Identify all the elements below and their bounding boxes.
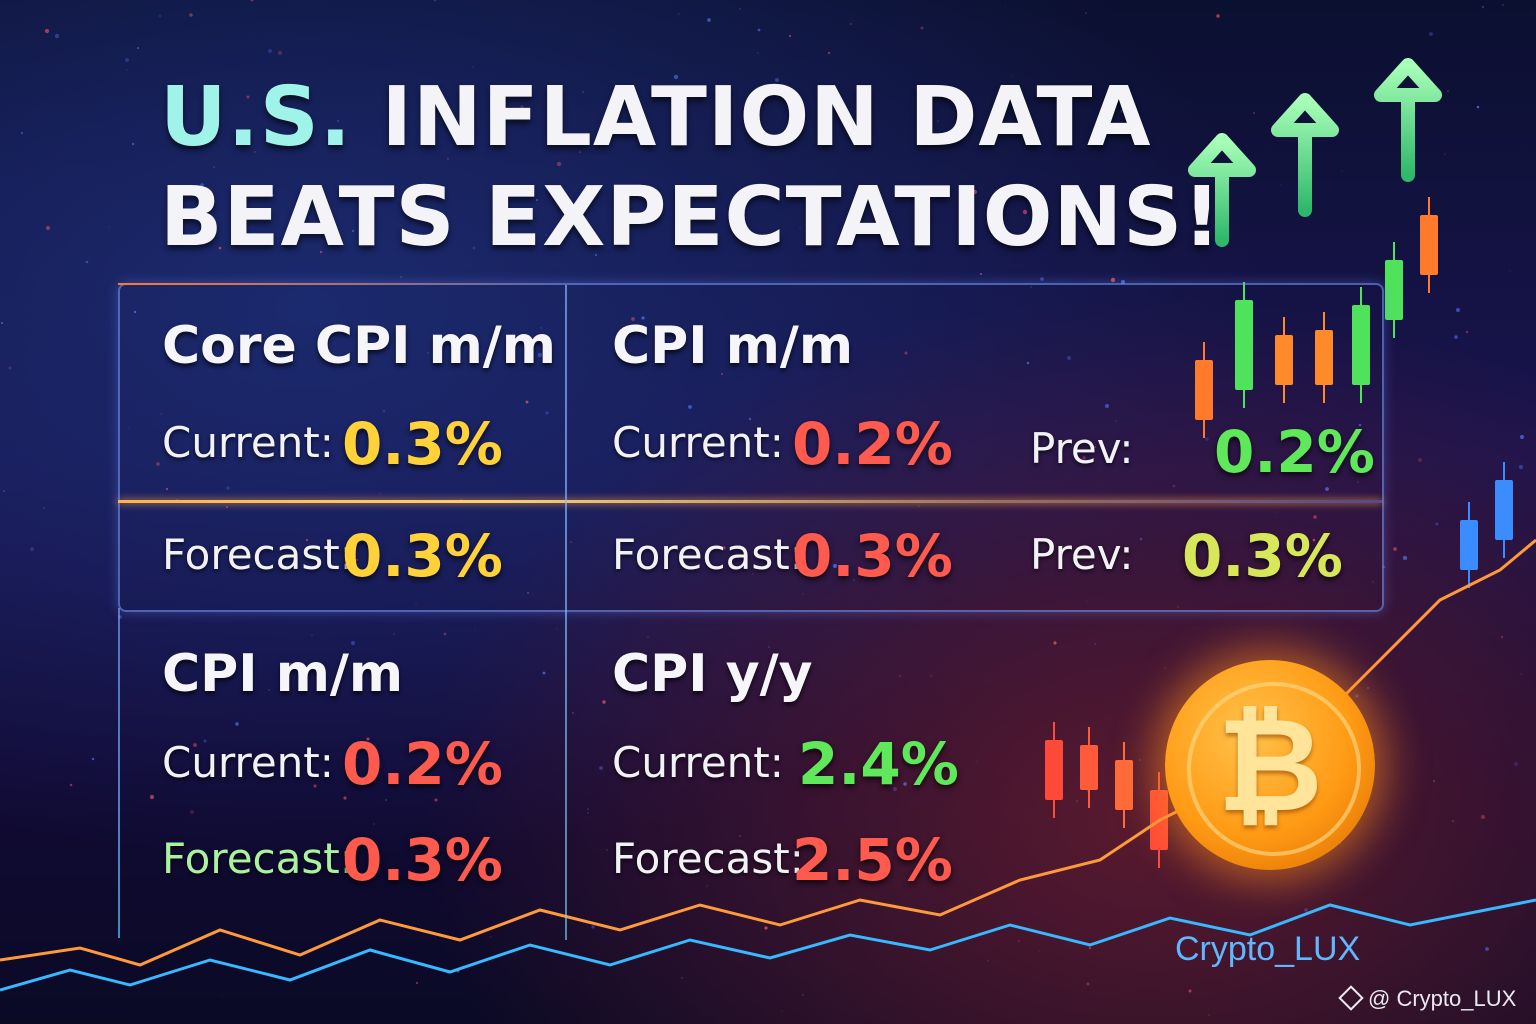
core-cpi-current-value: 0.3% (342, 410, 503, 478)
cpi-mm-prev-value-1: 0.2% (1214, 418, 1375, 486)
cpi-yy-current-value: 2.4% (798, 730, 959, 798)
core-cpi-current-label: Current: (162, 418, 334, 467)
watermark: @ Crypto_LUX (1338, 985, 1517, 1012)
data-panel-frame (118, 283, 1384, 612)
candle-body (1460, 520, 1478, 570)
core-cpi-mm-header: Core CPI m/m (162, 316, 556, 376)
watermark-text: @ Crypto_LUX (1368, 986, 1517, 1011)
candle-body (1495, 480, 1513, 540)
left-border (118, 608, 120, 938)
cpi-yy-current-label: Current: (612, 738, 784, 787)
candle-body (1420, 215, 1438, 275)
up-arrow-icon (1188, 133, 1256, 247)
candle-body (1045, 740, 1063, 800)
candle-body (1352, 305, 1370, 385)
cpi-mm-top-forecast-value: 0.3% (792, 522, 953, 590)
cpi-mm-prev-label-1: Prev: (1030, 424, 1134, 473)
headline-inflation-data: INFLATION DATA (351, 70, 1152, 165)
headline-us: U.S. (160, 70, 352, 165)
price-line-blue (0, 898, 1536, 992)
bitcoin-glyph: ₿ (1217, 689, 1323, 841)
core-cpi-forecast-value: 0.3% (342, 522, 503, 590)
candle-body (1080, 745, 1098, 790)
cpi-mm-prev-value-2: 0.3% (1182, 522, 1343, 590)
bitcoin-coin-icon: ₿ (1165, 660, 1375, 870)
candle-body (1195, 360, 1213, 420)
cpi-yy-forecast-value: 2.5% (792, 826, 953, 894)
cpi-yy-forecast-label: Forecast: (612, 834, 804, 883)
headline-line-1: U.S. INFLATION DATA (160, 70, 1152, 165)
cpi-mm-bottom-current-label: Current: (162, 738, 334, 787)
cpi-yy-header: CPI y/y (612, 644, 813, 704)
cpi-mm-top-forecast-label: Forecast: (612, 530, 804, 579)
row-divider (118, 500, 1382, 503)
candle-body (1115, 760, 1133, 810)
cpi-mm-top-current-value: 0.2% (792, 410, 953, 478)
candle-body (1235, 300, 1253, 390)
cpi-mm-bottom-forecast-label: Forecast: (162, 834, 354, 883)
candle-body (1385, 260, 1403, 320)
candlestick-decoration (1045, 197, 1513, 868)
headline-line-2: BEATS EXPECTATIONS! (160, 170, 1222, 265)
brand-label: Crypto_LUX (1175, 930, 1361, 968)
up-arrow-icon (1271, 93, 1339, 217)
candle-body (1315, 330, 1333, 385)
headline-beats-expectations: BEATS EXPECTATIONS! (160, 170, 1222, 265)
core-cpi-forecast-label: Forecast: (162, 530, 354, 579)
candle-body (1275, 335, 1293, 385)
cpi-mm-top-header: CPI m/m (612, 316, 854, 376)
binance-diamond-icon (1338, 985, 1364, 1011)
cpi-mm-top-current-label: Current: (612, 418, 784, 467)
cpi-mm-bottom-forecast-value: 0.3% (342, 826, 503, 894)
cpi-mm-prev-label-2: Prev: (1030, 530, 1134, 579)
cpi-mm-bottom-header: CPI m/m (162, 644, 404, 704)
cpi-mm-bottom-current-value: 0.2% (342, 730, 503, 798)
up-arrow-icon (1374, 58, 1442, 182)
column-divider (565, 285, 567, 940)
